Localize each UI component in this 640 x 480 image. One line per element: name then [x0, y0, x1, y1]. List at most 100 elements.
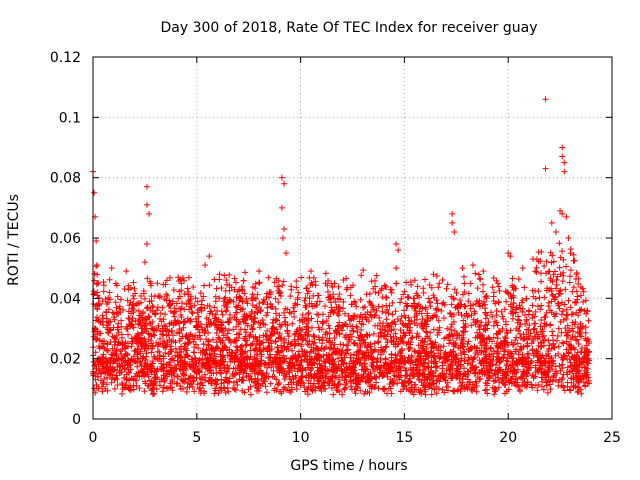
data-point — [571, 346, 578, 353]
data-point — [310, 380, 317, 387]
data-point — [154, 280, 161, 287]
data-point — [254, 376, 261, 383]
data-point — [550, 271, 557, 278]
data-point — [325, 358, 332, 365]
x-tick-label: 0 — [89, 430, 98, 446]
data-point — [381, 327, 388, 334]
data-point — [148, 340, 155, 347]
data-point — [276, 290, 283, 297]
data-point — [348, 370, 355, 377]
data-point — [128, 343, 135, 350]
data-point — [551, 313, 558, 320]
data-point — [136, 358, 143, 365]
data-point — [452, 355, 459, 362]
data-point — [280, 339, 287, 346]
data-point — [348, 327, 355, 334]
data-point — [328, 385, 335, 392]
data-point — [135, 345, 142, 352]
data-point — [367, 341, 374, 348]
data-point — [536, 333, 543, 340]
data-point — [547, 277, 554, 284]
data-point — [403, 340, 410, 347]
data-point — [172, 339, 179, 346]
data-point — [308, 386, 315, 393]
data-point — [190, 363, 197, 370]
data-point — [341, 386, 348, 393]
data-point — [100, 282, 107, 289]
data-point — [168, 338, 175, 345]
data-point — [420, 363, 427, 370]
data-point — [364, 388, 371, 395]
data-point — [575, 388, 582, 395]
data-point — [129, 338, 136, 345]
data-point — [370, 285, 377, 292]
data-point — [531, 313, 538, 320]
data-point — [184, 380, 191, 387]
data-point — [343, 350, 350, 357]
data-point — [303, 349, 310, 356]
data-point — [472, 378, 479, 385]
data-point — [357, 387, 364, 394]
data-point — [311, 333, 318, 340]
data-point — [289, 320, 296, 327]
data-point — [373, 379, 380, 386]
data-point — [511, 369, 518, 376]
data-point — [403, 279, 410, 286]
data-point — [164, 339, 171, 346]
data-point — [223, 368, 230, 375]
data-point — [299, 319, 306, 326]
data-point — [519, 351, 526, 358]
data-point — [569, 288, 576, 295]
data-point — [222, 294, 229, 301]
data-point — [106, 318, 113, 325]
data-point — [344, 323, 351, 330]
data-point — [393, 280, 400, 287]
data-point — [408, 354, 415, 361]
data-point — [329, 284, 336, 291]
data-point — [288, 286, 295, 293]
data-point — [159, 388, 166, 395]
data-point — [103, 381, 110, 388]
data-point — [389, 299, 396, 306]
data-point — [441, 374, 448, 381]
data-point — [503, 362, 510, 369]
data-point — [490, 378, 497, 385]
data-point — [92, 349, 99, 356]
data-point — [156, 348, 163, 355]
data-point — [258, 340, 265, 347]
data-point — [183, 388, 190, 395]
data-point — [576, 306, 583, 313]
data-point — [323, 317, 330, 324]
data-point — [582, 329, 589, 336]
data-point — [524, 379, 531, 386]
data-point — [387, 333, 394, 340]
data-point — [194, 298, 201, 305]
data-point — [233, 317, 240, 324]
data-point — [558, 376, 565, 383]
data-point — [239, 377, 246, 384]
data-point — [449, 219, 456, 226]
data-point — [512, 375, 519, 382]
data-point — [496, 359, 503, 366]
data-point — [512, 348, 519, 355]
data-point — [444, 325, 451, 332]
data-point — [427, 369, 434, 376]
data-point — [183, 366, 190, 373]
data-point — [191, 344, 198, 351]
data-point — [238, 306, 245, 313]
data-point — [225, 388, 232, 395]
data-point — [267, 331, 274, 338]
data-point — [537, 258, 544, 265]
data-point — [546, 307, 553, 314]
data-point — [297, 327, 304, 334]
data-point — [371, 367, 378, 374]
data-point — [293, 381, 300, 388]
data-point — [551, 268, 558, 275]
data-point — [170, 322, 177, 329]
data-point — [247, 331, 254, 338]
data-point — [428, 364, 435, 371]
data-point — [308, 348, 315, 355]
data-point — [523, 358, 530, 365]
data-point — [569, 311, 576, 318]
data-point — [218, 284, 225, 291]
